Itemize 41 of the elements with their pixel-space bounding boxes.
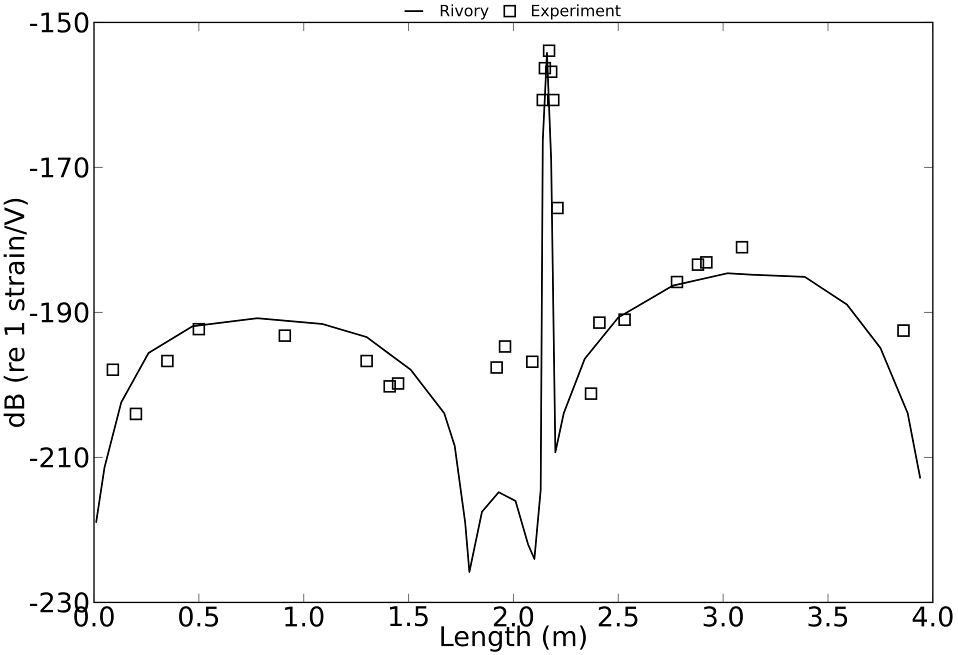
point xyxy=(490,361,503,374)
y-axis-title: dB (re 1 strain/V) xyxy=(4,198,28,427)
y-tick-label: -150 xyxy=(30,12,88,33)
x-tick-label: 1.0 xyxy=(285,606,324,627)
point xyxy=(547,94,560,106)
point xyxy=(593,316,606,329)
x-tick-label: 4.0 xyxy=(912,606,953,627)
point xyxy=(392,377,404,390)
point xyxy=(670,276,684,288)
x-tick-label: 2.5 xyxy=(598,606,638,627)
point xyxy=(526,355,539,368)
point xyxy=(692,258,704,271)
x-axis-title: Length (m) xyxy=(441,625,586,652)
point xyxy=(618,313,631,326)
point xyxy=(584,387,598,400)
x-tick-label: 1.5 xyxy=(390,606,428,626)
y-tick-label: -170 xyxy=(30,157,88,178)
point xyxy=(551,202,564,214)
y-tick-label: -210 xyxy=(30,447,88,468)
point xyxy=(897,324,910,337)
point xyxy=(130,408,142,420)
x-tick-label: 0.5 xyxy=(179,606,218,627)
point xyxy=(161,354,174,368)
x-tick-label: 3.0 xyxy=(704,606,743,627)
point xyxy=(736,240,748,254)
point xyxy=(360,354,373,368)
point xyxy=(542,44,556,57)
point xyxy=(538,62,552,74)
legend-label: Experiment xyxy=(532,4,621,20)
legend-label: Rivory xyxy=(440,4,489,20)
y-tick-label: -190 xyxy=(30,302,88,322)
point xyxy=(544,65,558,78)
point xyxy=(498,340,512,353)
point xyxy=(700,256,713,268)
point xyxy=(383,380,396,392)
point xyxy=(106,363,120,376)
x-tick-label: 2.0 xyxy=(494,606,534,627)
point xyxy=(192,322,206,336)
point xyxy=(278,329,292,342)
x-tick-label: 3.5 xyxy=(808,606,848,627)
point xyxy=(536,94,550,106)
